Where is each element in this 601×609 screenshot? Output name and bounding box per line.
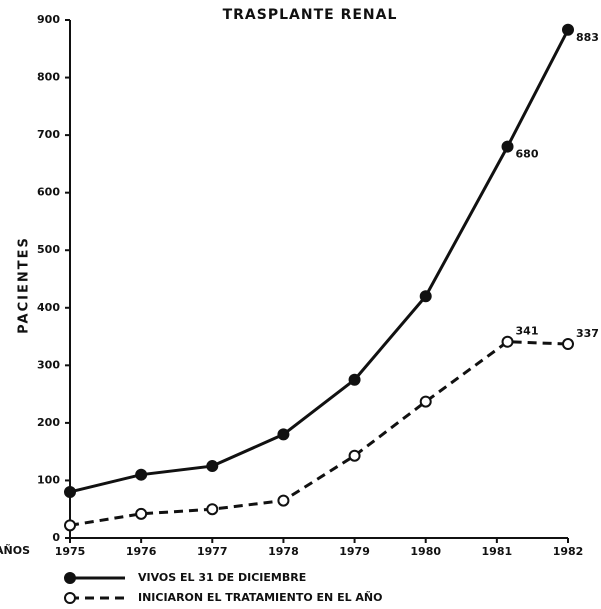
y-tick-label: 200: [37, 416, 60, 429]
x-tick-label: 1979: [339, 545, 370, 558]
data-point: [562, 338, 574, 351]
data-point: [64, 519, 76, 532]
data-point: [135, 468, 148, 481]
data-point: [501, 140, 514, 153]
x-tick-label: 1981: [482, 545, 513, 558]
x-tick-label: 1977: [197, 545, 228, 558]
series-line: [69, 340, 569, 527]
legend-label: INICIARON EL TRATAMIENTO EN EL AÑO: [138, 591, 383, 604]
data-label: 883: [576, 31, 599, 44]
y-tick-label: 800: [37, 71, 60, 84]
series-line: [69, 29, 570, 494]
x-tick-label: 1982: [553, 545, 584, 558]
data-point: [206, 460, 219, 473]
data-point: [277, 494, 290, 507]
data-point: [562, 23, 574, 36]
data-point: [419, 395, 432, 408]
data-label: 341: [516, 325, 539, 338]
data-point: [206, 503, 219, 516]
x-tick-label: 1976: [126, 545, 157, 558]
y-tick-label: 600: [37, 186, 60, 199]
legend-label: VIVOS EL 31 DE DICIEMBRE: [138, 571, 306, 584]
y-tick-label: 0: [52, 531, 60, 544]
data-point: [348, 449, 361, 462]
data-point: [277, 428, 290, 441]
y-tick-label: 900: [37, 13, 60, 26]
data-label: 337: [576, 327, 599, 340]
data-point: [501, 335, 514, 348]
data-point: [135, 507, 148, 520]
y-tick-label: 700: [37, 128, 60, 141]
x-tick-label: 1978: [268, 545, 299, 558]
y-axis-label: PACIENTES: [17, 236, 32, 334]
data-point: [419, 290, 432, 303]
legend-marker: [64, 572, 76, 584]
data-point: [348, 373, 361, 386]
data-point: [64, 485, 76, 498]
x-tick-label: 1975: [55, 545, 86, 558]
y-tick-label: 400: [37, 301, 60, 314]
x-axis-label: AÑOS: [0, 544, 30, 557]
x-tick-label: 1980: [410, 545, 441, 558]
chart-title: TRASPLANTE RENAL: [223, 7, 398, 23]
data-label: 680: [516, 148, 539, 161]
y-tick-label: 300: [37, 358, 60, 371]
y-tick-label: 500: [37, 243, 60, 256]
legend-marker: [64, 592, 76, 604]
y-tick-label: 100: [37, 473, 60, 486]
